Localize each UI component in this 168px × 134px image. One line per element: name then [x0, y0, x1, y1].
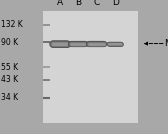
Text: D: D	[112, 0, 118, 7]
Text: 132 K: 132 K	[1, 20, 23, 29]
Text: A: A	[57, 0, 63, 7]
Text: 90 K: 90 K	[1, 38, 18, 47]
Bar	[43, 11, 138, 123]
Text: C: C	[93, 0, 100, 7]
Text: MAD1: MAD1	[164, 39, 168, 48]
Text: 34 K: 34 K	[1, 93, 18, 102]
Text: 43 K: 43 K	[1, 75, 18, 84]
Text: B: B	[75, 0, 81, 7]
Text: 55 K: 55 K	[1, 62, 18, 72]
